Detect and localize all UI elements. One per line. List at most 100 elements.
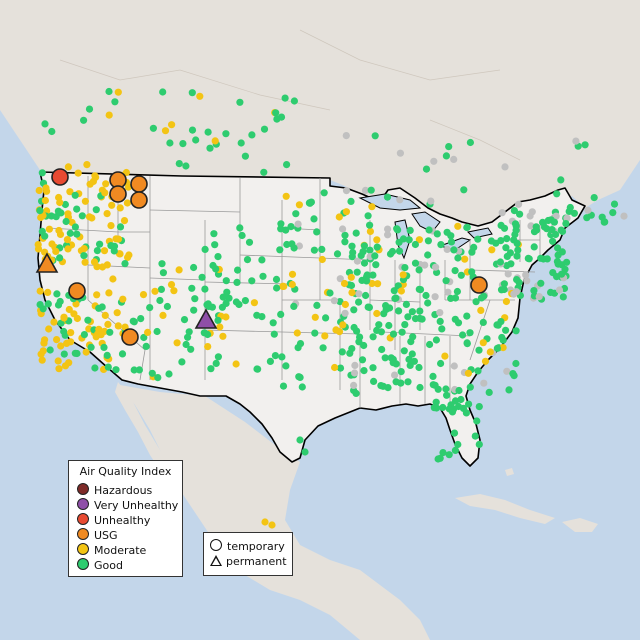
station-dot [464,369,472,377]
station-dot [196,92,204,100]
station-dot [349,248,357,257]
station-dot [60,313,68,321]
station-dot [610,200,619,208]
station-dot [497,237,505,245]
station-dot [356,333,364,341]
station-dot [161,127,170,135]
usg-swatch [77,528,89,540]
station-dot [52,247,60,255]
station-dot [463,339,471,347]
station-dot [559,293,567,301]
station-dot [436,454,444,462]
station-dot [437,241,445,249]
station-dot [245,238,254,246]
station-dot [481,357,490,365]
station-dot [61,331,69,339]
triangle-icon [210,555,222,566]
station-dot [81,197,89,205]
station-dot [179,140,187,148]
station-dot [320,189,328,197]
station-dot [453,287,461,296]
aqi-legend: Air Quality Index Hazardous Very Unhealt… [68,460,183,577]
station-dot [515,200,523,208]
station-dot [36,207,44,215]
station-dot [513,252,521,260]
station-dot [110,247,118,255]
station-dot [563,214,571,222]
legend-label: Moderate [94,544,147,557]
station-dot [496,258,504,266]
station-marker-large [68,282,86,300]
station-dot [434,385,442,393]
station-dot [501,163,509,171]
station-dot [454,254,462,262]
station-dot [510,207,518,215]
station-dot [313,301,321,309]
station-dot [188,89,196,97]
station-dot [42,184,50,192]
station-dot [135,366,143,374]
station-dot [212,359,220,367]
station-dot [278,353,286,361]
station-dot [411,240,419,249]
hazardous-swatch [77,483,89,495]
station-dot [415,266,423,274]
station-dot [100,343,108,351]
station-dot [558,227,567,236]
station-dot [104,363,112,371]
station-dot [50,318,58,326]
station-dot [557,176,565,184]
station-dot [178,358,186,366]
legend-label: Unhealthy [94,514,151,527]
station-dot [353,257,361,265]
station-dot [360,259,369,267]
station-dot [167,281,176,289]
station-dot [436,309,444,317]
station-dot [287,223,295,231]
station-dot [366,227,374,235]
station-dot [427,197,435,205]
station-dot [347,197,355,205]
station-dot [55,226,63,235]
station-dot [364,303,372,311]
station-dot [468,248,476,256]
hispaniola-land [562,518,598,532]
station-dot [367,186,375,194]
station-dot [386,304,394,312]
station-dot [175,266,183,274]
station-dot [268,521,276,529]
station-dot [73,230,81,238]
station-dot [190,306,198,314]
station-dot [104,320,112,328]
station-dot [55,193,63,202]
station-dot [570,209,579,217]
station-markers [34,87,628,529]
station-dot [253,311,261,319]
station-dot [532,223,540,231]
station-dot [34,241,42,249]
station-dot [105,111,113,119]
station-dot [296,436,304,444]
station-dot [232,360,240,368]
station-dot [330,297,338,305]
station-dot [437,359,445,368]
station-marker-large [109,185,127,203]
station-dot [74,169,82,177]
station-dot [322,314,330,322]
station-dot [140,333,148,342]
station-dot [102,180,110,188]
station-dot [416,314,424,322]
station-dot [424,237,432,245]
station-dot [502,326,510,334]
station-dot [474,367,482,375]
station-dot [408,308,416,316]
station-dot [85,213,93,221]
station-dot [280,282,288,290]
station-dot [326,289,334,297]
station-dot [583,214,591,222]
station-dot [553,190,561,198]
station-dot [395,238,403,246]
station-dot [114,322,122,330]
legend-item-very-unhealthy: Very Unhealthy [77,498,178,512]
station-dot [479,339,487,347]
